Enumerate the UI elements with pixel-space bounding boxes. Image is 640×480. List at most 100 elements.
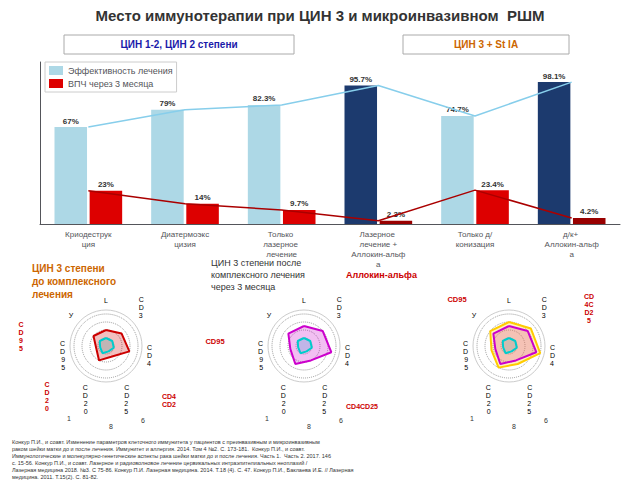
svg-text:0: 0 <box>84 408 88 415</box>
svg-text:1: 1 <box>470 415 474 422</box>
svg-text:цизия: цизия <box>174 240 196 249</box>
svg-text:5: 5 <box>124 408 128 415</box>
svg-text:D: D <box>542 304 547 311</box>
svg-text:D: D <box>18 329 23 336</box>
svg-text:5: 5 <box>259 364 263 371</box>
svg-text:Только д/: Только д/ <box>458 230 493 239</box>
svg-text:C: C <box>486 384 491 391</box>
svg-text:0: 0 <box>282 408 286 415</box>
svg-text:8: 8 <box>109 423 113 430</box>
svg-text:95.7%: 95.7% <box>349 75 372 84</box>
svg-text:D: D <box>124 392 129 399</box>
svg-text:D: D <box>83 392 88 399</box>
svg-text:D: D <box>322 392 327 399</box>
svg-text:Только: Только <box>268 230 296 239</box>
svg-text:D: D <box>281 392 286 399</box>
svg-text:C: C <box>542 296 547 303</box>
svg-text:C: C <box>83 384 88 391</box>
svg-text:2: 2 <box>282 400 286 407</box>
svg-text:D: D <box>258 348 263 355</box>
svg-text:9: 9 <box>61 356 65 363</box>
svg-text:L: L <box>104 297 108 304</box>
svg-text:Место иммунотерапии при ЦИН 3: Место иммунотерапии при ЦИН 3 и микроинв… <box>96 7 545 24</box>
svg-text:D: D <box>550 352 555 359</box>
svg-text:ВПЧ через 3 месяца: ВПЧ через 3 месяца <box>68 79 153 89</box>
svg-text:9: 9 <box>259 356 263 363</box>
svg-text:23%: 23% <box>98 180 114 189</box>
svg-text:2: 2 <box>124 400 128 407</box>
svg-text:4: 4 <box>147 360 151 367</box>
svg-text:79%: 79% <box>159 99 175 108</box>
svg-text:CD4: CD4 <box>162 393 176 400</box>
svg-text:Конкур П.И., и соавт. Изменени: Конкур П.И., и соавт. Изменение параметр… <box>12 439 321 445</box>
svg-text:У: У <box>69 312 74 319</box>
svg-text:6: 6 <box>339 417 343 424</box>
svg-text:8: 8 <box>512 423 516 430</box>
svg-text:C: C <box>337 296 342 303</box>
svg-text:4.2%: 4.2% <box>580 207 598 216</box>
svg-text:C: C <box>322 384 327 391</box>
svg-text:8: 8 <box>307 423 311 430</box>
svg-text:3: 3 <box>542 312 546 319</box>
svg-text:CD: CD <box>584 293 594 300</box>
svg-text:CD2: CD2 <box>162 401 176 408</box>
svg-text:ЦИН 3 степени: ЦИН 3 степени <box>32 263 105 274</box>
svg-text:D2: D2 <box>585 309 594 316</box>
svg-text:D: D <box>147 352 152 359</box>
svg-text:D: D <box>527 392 532 399</box>
svg-text:Аллокин-альф: Аллокин-альф <box>545 240 600 249</box>
svg-text:Лазерное: Лазерное <box>360 230 398 239</box>
svg-text:2: 2 <box>527 400 531 407</box>
svg-text:конизация: конизация <box>456 240 494 249</box>
svg-text:а: а <box>376 260 381 269</box>
svg-text:раком шейки матки до и после л: раком шейки матки до и после лечения. Им… <box>12 446 306 452</box>
svg-text:Криодеструк: Криодеструк <box>65 230 112 239</box>
svg-text:CD95: CD95 <box>447 295 466 304</box>
svg-text:5: 5 <box>61 364 65 371</box>
svg-text:3: 3 <box>139 312 143 319</box>
svg-text:C: C <box>281 384 286 391</box>
svg-text:Диатермоэкс: Диатермоэкс <box>161 230 209 239</box>
svg-text:5: 5 <box>322 408 326 415</box>
svg-text:67%: 67% <box>63 117 79 126</box>
svg-text:98.1%: 98.1% <box>543 72 566 81</box>
svg-text:Аллокин-альф: Аллокин-альф <box>351 250 406 259</box>
svg-text:C: C <box>60 340 65 347</box>
svg-text:ция: ция <box>82 240 95 249</box>
svg-text:с. 15-56. Конкур П.И., и соавт: с. 15-56. Конкур П.И., и соавт. Лазерное… <box>12 460 309 466</box>
svg-text:ЦИН 3 степени после: ЦИН 3 степени после <box>211 258 301 268</box>
svg-text:C: C <box>527 384 532 391</box>
svg-text:через 3 месяца: через 3 месяца <box>211 282 275 292</box>
svg-text:C: C <box>124 384 129 391</box>
svg-text:0: 0 <box>45 405 49 412</box>
svg-text:CD95: CD95 <box>205 337 224 346</box>
svg-text:D: D <box>337 304 342 311</box>
svg-text:медицина. 2011. Т.15(2). С. 81: медицина. 2011. Т.15(2). С. 81-82. <box>12 474 99 480</box>
svg-text:3: 3 <box>337 312 341 319</box>
svg-text:9: 9 <box>464 356 468 363</box>
svg-text:23.4%: 23.4% <box>481 180 504 189</box>
svg-text:Эффективность лечения: Эффективность лечения <box>68 66 173 76</box>
svg-text:D: D <box>139 304 144 311</box>
svg-text:лечения: лечения <box>32 289 73 300</box>
svg-text:9: 9 <box>19 337 23 344</box>
svg-text:4: 4 <box>345 360 349 367</box>
svg-text:лазерное: лазерное <box>263 240 300 249</box>
svg-text:D: D <box>486 392 491 399</box>
svg-text:2: 2 <box>322 400 326 407</box>
svg-text:6: 6 <box>141 417 145 424</box>
svg-text:C: C <box>18 321 23 328</box>
svg-text:C: C <box>258 340 263 347</box>
svg-text:CD4CD25: CD4CD25 <box>346 403 378 410</box>
svg-text:ЦИН 3 + St IA: ЦИН 3 + St IA <box>454 39 518 50</box>
svg-text:5: 5 <box>19 345 23 352</box>
svg-text:1: 1 <box>265 415 269 422</box>
svg-text:L: L <box>302 297 306 304</box>
svg-text:4: 4 <box>550 360 554 367</box>
svg-text:0: 0 <box>487 408 491 415</box>
svg-text:C: C <box>550 344 555 351</box>
svg-text:D: D <box>60 348 65 355</box>
svg-text:ЦИН 1-2, ЦИН 2 степени: ЦИН 1-2, ЦИН 2 степени <box>120 39 237 50</box>
svg-text:У: У <box>472 312 477 319</box>
svg-text:C: C <box>345 344 350 351</box>
